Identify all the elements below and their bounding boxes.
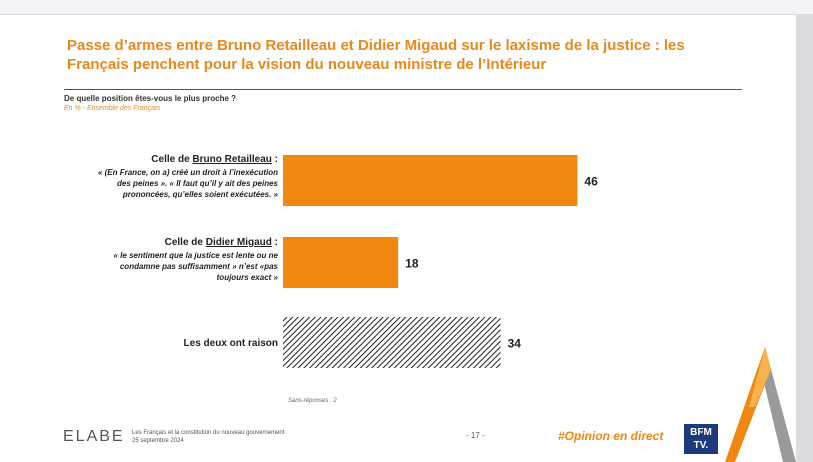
bar-retailleau-value-label: 46	[584, 175, 598, 189]
footnote: Sans-réponses : 2	[288, 398, 337, 404]
label-retailleau-quote: « (En France, on a) créé un droit à l’in…	[97, 168, 278, 199]
bar-chart: 46 18 34	[283, 155, 598, 368]
top-strip	[0, 0, 813, 15]
label-migaud: Celle de Didier Migaud : « le sentiment …	[114, 237, 279, 283]
label-migaud-title: Celle de Didier Migaud :	[164, 237, 278, 248]
label-both-title: Les deux ont raison	[183, 338, 278, 349]
bar-migaud-value-label: 18	[405, 257, 419, 271]
page-number: - 17 -	[466, 431, 485, 440]
slide: Passe d’armes entre Bruno Retailleau et …	[0, 15, 796, 462]
bfm-tv-logo: BFM TV.	[684, 424, 718, 454]
decorative-a-logo	[725, 347, 796, 462]
bar-migaud	[283, 237, 399, 288]
hashtag: #Opinion en direct	[558, 429, 664, 443]
scrollbar-track[interactable]	[796, 14, 813, 462]
bar-retailleau	[283, 155, 578, 206]
label-migaud-quote: « le sentiment que la justice est lente …	[113, 251, 279, 282]
question-text: De quelle position êtes-vous le plus pro…	[64, 94, 237, 103]
slide-title: Passe d’armes entre Bruno Retailleau et …	[67, 37, 685, 73]
title-rule	[64, 89, 742, 90]
bar-both	[283, 317, 501, 368]
question-subtitle: En % - Ensemble des Français	[64, 105, 161, 112]
label-both: Les deux ont raison	[184, 338, 278, 349]
bar-both-value-label: 34	[508, 337, 522, 351]
label-retailleau: Celle de Bruno Retailleau : « (En France…	[98, 154, 278, 200]
label-retailleau-title: Celle de Bruno Retailleau :	[151, 154, 278, 165]
elabe-logo: ELABE	[63, 428, 125, 445]
study-info: Les Français et la constitution du nouve…	[132, 430, 285, 444]
